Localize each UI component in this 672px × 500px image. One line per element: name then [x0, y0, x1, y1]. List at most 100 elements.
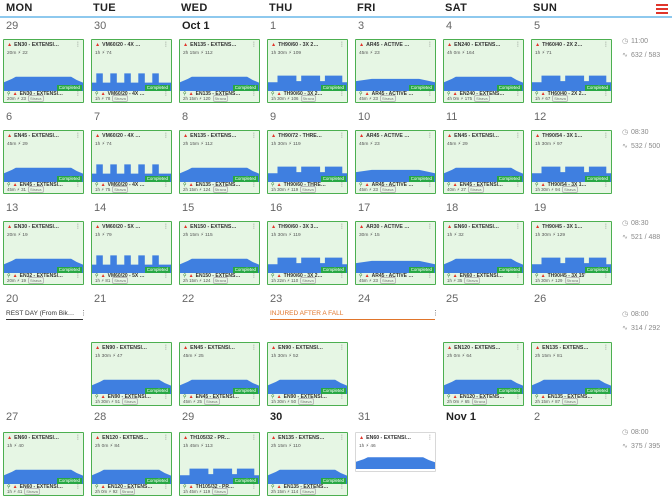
- kebab-menu-icon[interactable]: ⋮: [163, 91, 169, 97]
- kebab-menu-icon[interactable]: ⋮: [75, 273, 81, 279]
- kebab-menu-icon[interactable]: ⋮: [251, 133, 257, 139]
- workout-card[interactable]: ▲ EN120 - EXTENS… ⋮ 2h 0m ⚡ 84 Completed ⚲ ▲ EN…: [91, 432, 172, 496]
- workout-card[interactable]: ▲ AR45 - ACTIVE … ⋮ 45m ⚡ 23 Completed ⚲ ▲ AR45…: [355, 130, 436, 194]
- workout-card[interactable]: ▲ VM60/20 - 5X … ⋮ 1h ⚡ 79 Completed ⚲ ▲ VM60/2…: [91, 221, 172, 285]
- kebab-menu-icon[interactable]: ⋮: [75, 224, 81, 230]
- workout-card[interactable]: ▲ EN30 - EXTENSI… ⋮ 20m ⚡ 19 Completed ⚲ ▲ EN32…: [3, 221, 84, 285]
- day-cell[interactable]: 2: [528, 410, 615, 500]
- kebab-menu-icon[interactable]: ⋮: [603, 182, 609, 188]
- strava-tag[interactable]: Strava: [300, 95, 317, 102]
- workout-card[interactable]: ▲ EN30 - EXTENSI… ⋮ 20m ⚡ 22 Completed ⚲ ▲ EN30…: [3, 39, 84, 103]
- kebab-menu-icon[interactable]: ⋮: [603, 273, 609, 279]
- kebab-menu-icon[interactable]: ⋮: [75, 182, 81, 188]
- kebab-menu-icon[interactable]: ⋮: [515, 394, 521, 400]
- kebab-menu-icon[interactable]: ⋮: [603, 91, 609, 97]
- strava-tag[interactable]: Strava: [24, 488, 40, 495]
- strava-tag[interactable]: Strava: [27, 95, 44, 102]
- workout-card[interactable]: ▲ EN45 - EXTENSI… ⋮ 45m ⚡ 29 Completed ⚲ ▲ EN45…: [3, 130, 84, 194]
- kebab-menu-icon[interactable]: ⋮: [515, 182, 521, 188]
- kebab-menu-icon[interactable]: ⋮: [339, 435, 345, 441]
- workout-card[interactable]: ▲ TH90/60 - 3X 2… ⋮ 1h 30m ⚡ 109 Completed ⚲ ▲…: [267, 39, 348, 103]
- workout-card[interactable]: ▲ AR45 - ACTIVE … ⋮ 45m ⚡ 23 Completed ⚲ ▲ AR45…: [355, 39, 436, 103]
- kebab-menu-icon[interactable]: ⋮: [339, 42, 345, 48]
- workout-card[interactable]: ▲ VM60/20 - 4X … ⋮ 1h ⚡ 74 Completed ⚲ ▲ VM60/2…: [91, 130, 172, 194]
- kebab-menu-icon[interactable]: ⋮: [163, 133, 169, 139]
- kebab-menu-icon[interactable]: ⋮: [80, 310, 87, 317]
- kebab-menu-icon[interactable]: ⋮: [427, 435, 433, 441]
- strava-tag[interactable]: Strava: [300, 186, 316, 193]
- calendar-note[interactable]: REST DAY (From Bik…: [6, 310, 75, 317]
- strava-tag[interactable]: Strava: [474, 95, 490, 102]
- workout-card[interactable]: ▲ TH60/40 - 2X 2… ⋮ 1h ⚡ 71 Completed ⚲ ▲ TH60/…: [531, 39, 612, 103]
- kebab-menu-icon[interactable]: ⋮: [427, 42, 433, 48]
- strava-tag[interactable]: Strava: [379, 186, 396, 193]
- kebab-menu-icon[interactable]: ⋮: [603, 224, 609, 230]
- kebab-menu-icon[interactable]: ⋮: [339, 91, 345, 97]
- kebab-menu-icon[interactable]: ⋮: [427, 133, 433, 139]
- strava-tag[interactable]: Strava: [552, 95, 568, 102]
- strava-tag[interactable]: Strava: [212, 95, 229, 102]
- kebab-menu-icon[interactable]: ⋮: [427, 273, 433, 279]
- strava-tag[interactable]: Strava: [203, 398, 220, 405]
- strava-tag[interactable]: Strava: [112, 186, 128, 193]
- strava-tag[interactable]: Strava: [300, 488, 316, 495]
- kebab-menu-icon[interactable]: ⋮: [163, 273, 169, 279]
- kebab-menu-icon[interactable]: ⋮: [75, 91, 81, 97]
- strava-tag[interactable]: Strava: [467, 186, 484, 193]
- workout-card[interactable]: ▲ TH90/45 - 3X 1… ⋮ 1h 30m ⚡ 129 Completed ⚲ ▲…: [531, 221, 612, 285]
- kebab-menu-icon[interactable]: ⋮: [603, 42, 609, 48]
- kebab-menu-icon[interactable]: ⋮: [251, 42, 257, 48]
- kebab-menu-icon[interactable]: ⋮: [163, 345, 169, 351]
- kebab-menu-icon[interactable]: ⋮: [515, 224, 521, 230]
- kebab-menu-icon[interactable]: ⋮: [515, 133, 521, 139]
- workout-card[interactable]: ▲ EN60 - EXTENSI… ⋮ 1h ⚡ 40 Completed ⚲ ▲ EN60 …: [3, 432, 84, 496]
- day-cell[interactable]: 20: [0, 292, 87, 408]
- strava-tag[interactable]: Strava: [212, 488, 228, 495]
- kebab-menu-icon[interactable]: ⋮: [515, 273, 521, 279]
- kebab-menu-icon[interactable]: ⋮: [163, 394, 169, 400]
- workout-card[interactable]: ▲ EN60 - EXTENSI… ⋮ 1h ⚡ 32 Completed ⚲ ▲ EN60 …: [443, 221, 524, 285]
- strava-tag[interactable]: Strava: [298, 398, 314, 405]
- kebab-menu-icon[interactable]: ⋮: [163, 224, 169, 230]
- workout-card[interactable]: ▲ EN135 - EXTENS… ⋮ 2h 15m ⚡ 110 Completed ⚲ ▲…: [267, 432, 348, 496]
- workout-card[interactable]: ▲ EN120 - EXTENS… ⋮ 2h 0m ⚡ 64 Completed ⚲ ▲ EN…: [443, 342, 524, 406]
- kebab-menu-icon[interactable]: ⋮: [339, 394, 345, 400]
- kebab-menu-icon[interactable]: ⋮: [603, 133, 609, 139]
- kebab-menu-icon[interactable]: ⋮: [427, 91, 433, 97]
- workout-card[interactable]: ▲ EN240 - EXTENS… ⋮ 4h 0m ⚡ 164 Completed ⚲ ▲ E…: [443, 39, 524, 103]
- workout-card[interactable]: ▲ EN45 - EXTENSI… ⋮ 45m ⚡ 25 Completed ⚲ ▲ EN45…: [179, 342, 260, 406]
- kebab-menu-icon[interactable]: ⋮: [339, 345, 345, 351]
- strava-tag[interactable]: Strava: [562, 186, 578, 193]
- kebab-menu-icon[interactable]: ⋮: [163, 182, 169, 188]
- kebab-menu-icon[interactable]: ⋮: [251, 182, 257, 188]
- hamburger-menu-icon[interactable]: [656, 2, 668, 14]
- workout-card[interactable]: ▲ TH90/54 - 3X 1… ⋮ 1h 30m ⚡ 97 Completed ⚲ ▲ T…: [531, 130, 612, 194]
- kebab-menu-icon[interactable]: ⋮: [339, 182, 345, 188]
- workout-card[interactable]: ▲ EN135 - EXTENS… ⋮ 2h 15m ⚡ 112 Completed ⚲ ▲…: [179, 39, 260, 103]
- kebab-menu-icon[interactable]: ⋮: [163, 435, 169, 441]
- kebab-menu-icon[interactable]: ⋮: [251, 91, 257, 97]
- strava-tag[interactable]: Strava: [27, 277, 44, 284]
- workout-card[interactable]: ▲ EN135 - EXTENS… ⋮ 2h 15m ⚡ 112 Completed ⚲ ▲…: [179, 130, 260, 194]
- kebab-menu-icon[interactable]: ⋮: [603, 345, 609, 351]
- kebab-menu-icon[interactable]: ⋮: [339, 273, 345, 279]
- kebab-menu-icon[interactable]: ⋮: [251, 394, 257, 400]
- strava-tag[interactable]: Strava: [300, 277, 316, 284]
- calendar-note[interactable]: INJURED AFTER A FALL: [270, 310, 344, 317]
- workout-card[interactable]: ▲ EN150 - EXTENS… ⋮ 2h 15m ⚡ 115 Completed ⚲ ▲…: [179, 221, 260, 285]
- kebab-menu-icon[interactable]: ⋮: [339, 133, 345, 139]
- strava-tag[interactable]: Strava: [464, 277, 480, 284]
- strava-tag[interactable]: Strava: [122, 398, 138, 405]
- kebab-menu-icon[interactable]: ⋮: [339, 224, 345, 230]
- workout-card[interactable]: ▲ VM60/20 - 4X … ⋮ 1h ⚡ 74 Completed ⚲ ▲ VM60/2…: [91, 39, 172, 103]
- workout-card[interactable]: ▲ EN135 - EXTENS… ⋮ 2h 15m ⚡ 81 Completed ⚲ ▲ E…: [531, 342, 612, 406]
- kebab-menu-icon[interactable]: ⋮: [163, 484, 169, 490]
- kebab-menu-icon[interactable]: ⋮: [75, 133, 81, 139]
- workout-card[interactable]: ▲ EN90 - EXTENSI… ⋮ 1h 30m ⚡ 47 Completed ⚲ ▲ E…: [91, 342, 172, 406]
- strava-tag[interactable]: Strava: [112, 277, 128, 284]
- workout-card[interactable]: ▲ EN60 - EXTENSI… ⋮ 1h ⚡ 46: [355, 432, 436, 472]
- strava-tag[interactable]: Strava: [27, 186, 44, 193]
- kebab-menu-icon[interactable]: ⋮: [75, 42, 81, 48]
- workout-card[interactable]: ▲ TH90/72 - THRE… ⋮ 1h 30m ⚡ 119 Completed ⚲ ▲…: [267, 130, 348, 194]
- day-cell[interactable]: Nov 1: [440, 410, 527, 500]
